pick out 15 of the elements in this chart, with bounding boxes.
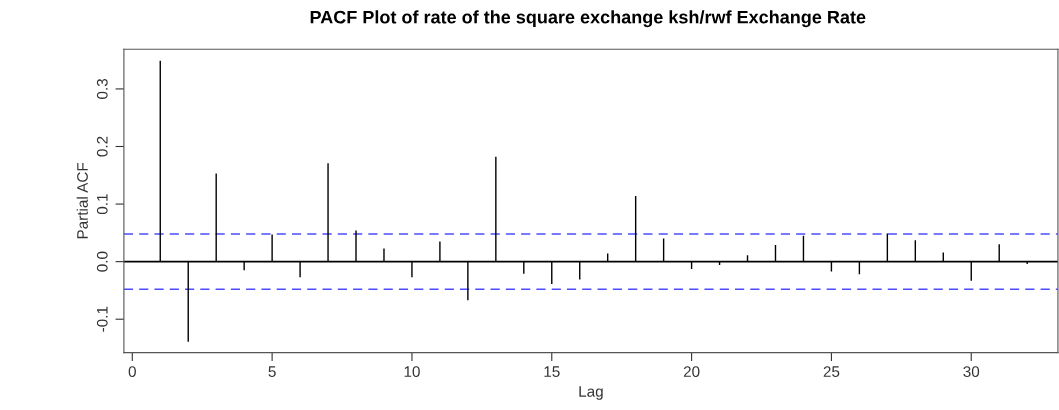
x-tick-label: 20 [683, 366, 700, 378]
y-tick-label: 0.1 [96, 194, 108, 215]
chart-title: PACF Plot of rate of the square exchange ksh/rwf Exchange Rate [310, 10, 866, 28]
y-tick-label: 0.3 [96, 78, 108, 99]
x-axis-title: Lag [579, 386, 603, 400]
x-tick-label: 5 [268, 366, 276, 378]
y-tick-label: -0.1 [96, 306, 108, 332]
x-tick-label: 15 [544, 366, 560, 378]
y-tick-label: 0.0 [96, 251, 108, 272]
y-axis-title: Partial ACF [76, 162, 88, 239]
x-tick-label: 0 [128, 366, 136, 378]
y-tick-label: 0.2 [96, 136, 108, 157]
x-tick-label: 25 [823, 366, 840, 378]
x-tick-label: 10 [404, 366, 420, 378]
x-tick-label: 30 [963, 366, 980, 378]
